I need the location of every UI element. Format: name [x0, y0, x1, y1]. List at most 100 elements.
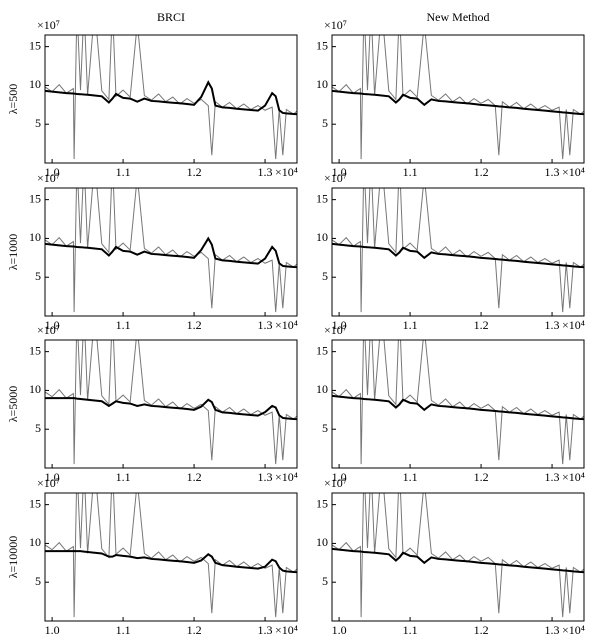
fit-line: [45, 236, 297, 269]
y-tick-label: 15: [316, 496, 328, 510]
x-scale-label: ×10⁴: [275, 318, 298, 332]
x-scale-label: ×10⁴: [275, 165, 298, 179]
x-scale-label: ×10⁴: [275, 470, 298, 484]
panel: ×10⁷ ×10⁴ 5 10 15 1.0 1.1 1.2 1.3: [316, 171, 585, 332]
y-tick-label: 15: [29, 496, 41, 510]
fit-line: [45, 397, 297, 421]
plot-frame: [44, 339, 298, 469]
x-tick-label: 1.1: [403, 623, 418, 637]
x-tick-label: 1.2: [187, 165, 202, 179]
plot-frame: [44, 34, 298, 164]
x-scale-label: ×10⁴: [275, 623, 298, 637]
column-title: New Method: [427, 10, 490, 24]
x-tick-label: 1.0: [332, 318, 347, 332]
panel: ×10⁷ ×10⁴ 5 10 15 1.0 1.1 1.2 1.3: [316, 323, 585, 484]
spectrum-line: [45, 35, 297, 160]
x-scale-label: ×10⁴: [562, 165, 585, 179]
plot-frame: [44, 492, 298, 622]
y-scale-label: ×10⁷: [37, 171, 60, 185]
row-label: λ=500: [6, 84, 20, 115]
y-tick-label: 10: [29, 382, 41, 396]
x-tick-label: 1.1: [403, 470, 418, 484]
spectrum-line: [332, 188, 584, 313]
x-tick-label: 1.3: [545, 470, 560, 484]
y-tick-label: 10: [29, 535, 41, 549]
y-scale-label: ×10⁷: [37, 18, 60, 32]
x-tick-label: 1.1: [403, 165, 418, 179]
y-tick-label: 15: [316, 343, 328, 357]
column-title: BRCI: [157, 10, 185, 24]
x-tick-label: 1.0: [45, 318, 60, 332]
plot-frame: [331, 34, 585, 164]
panel: λ=1000 ×10⁷ ×10⁴ 5 10 15 1.0 1.1 1.2 1.3: [6, 171, 298, 332]
panel: BRCI λ=500 ×10⁷ ×10⁴ 5 10 15 1.0 1.1 1.2 1.3: [6, 10, 298, 179]
x-tick-label: 1.1: [116, 318, 131, 332]
x-scale-label: ×10⁴: [562, 470, 585, 484]
x-tick-label: 1.3: [545, 623, 560, 637]
x-tick-label: 1.3: [258, 623, 273, 637]
y-tick-label: 15: [29, 191, 41, 205]
x-tick-label: 1.3: [258, 165, 273, 179]
x-tick-label: 1.2: [474, 470, 489, 484]
row-label: λ=10000: [6, 536, 20, 579]
x-tick-label: 1.0: [332, 165, 347, 179]
x-tick-label: 1.2: [187, 470, 202, 484]
y-tick-label: 15: [316, 38, 328, 52]
y-tick-label: 5: [322, 269, 328, 283]
plot-frame: [331, 187, 585, 317]
spectrum-line: [332, 340, 584, 465]
x-tick-label: 1.0: [45, 623, 60, 637]
x-tick-label: 1.2: [474, 165, 489, 179]
x-tick-label: 1.1: [403, 318, 418, 332]
plot-frame: [44, 187, 298, 317]
row-label: λ=1000: [6, 234, 20, 271]
fit-line: [332, 242, 584, 269]
panel: λ=5000 ×10⁷ ×10⁴ 5 10 15 1.0 1.1 1.2 1.3: [6, 323, 298, 484]
spectrum-line: [332, 35, 584, 160]
x-tick-label: 1.3: [545, 318, 560, 332]
x-tick-label: 1.0: [332, 623, 347, 637]
y-tick-label: 5: [322, 574, 328, 588]
panel: ×10⁷ ×10⁴ 5 10 15 1.0 1.1 1.2 1.3: [316, 476, 585, 637]
y-tick-label: 5: [35, 116, 41, 130]
spectrum-line: [45, 493, 297, 618]
y-tick-label: 5: [322, 116, 328, 130]
x-tick-label: 1.1: [116, 623, 131, 637]
x-tick-label: 1.2: [474, 318, 489, 332]
plot-frame: [331, 339, 585, 469]
y-tick-label: 5: [322, 421, 328, 435]
x-tick-label: 1.0: [45, 470, 60, 484]
x-tick-label: 1.2: [187, 623, 202, 637]
fit-line: [332, 89, 584, 116]
y-tick-label: 5: [35, 574, 41, 588]
x-scale-label: ×10⁴: [562, 318, 585, 332]
x-tick-label: 1.1: [116, 165, 131, 179]
y-scale-label: ×10⁷: [324, 171, 347, 185]
y-scale-label: ×10⁷: [37, 476, 60, 490]
y-tick-label: 15: [29, 38, 41, 52]
spectrum-line: [332, 493, 584, 618]
y-tick-label: 5: [35, 421, 41, 435]
y-tick-label: 10: [316, 535, 328, 549]
fit-line: [45, 80, 297, 116]
spectrum-line: [45, 340, 297, 465]
y-tick-label: 10: [316, 77, 328, 91]
spectrum-line: [45, 188, 297, 313]
fit-line: [45, 550, 297, 574]
fit-line: [332, 394, 584, 421]
x-tick-label: 1.0: [332, 470, 347, 484]
y-tick-label: 10: [29, 230, 41, 244]
x-tick-label: 1.2: [474, 623, 489, 637]
x-tick-label: 1.0: [45, 165, 60, 179]
fit-line: [332, 547, 584, 574]
row-label: λ=5000: [6, 386, 20, 423]
y-tick-label: 10: [316, 382, 328, 396]
y-tick-label: 10: [316, 230, 328, 244]
y-scale-label: ×10⁷: [324, 476, 347, 490]
x-tick-label: 1.3: [258, 470, 273, 484]
y-tick-label: 10: [29, 77, 41, 91]
y-tick-label: 15: [316, 191, 328, 205]
y-tick-label: 5: [35, 269, 41, 283]
y-scale-label: ×10⁷: [324, 18, 347, 32]
